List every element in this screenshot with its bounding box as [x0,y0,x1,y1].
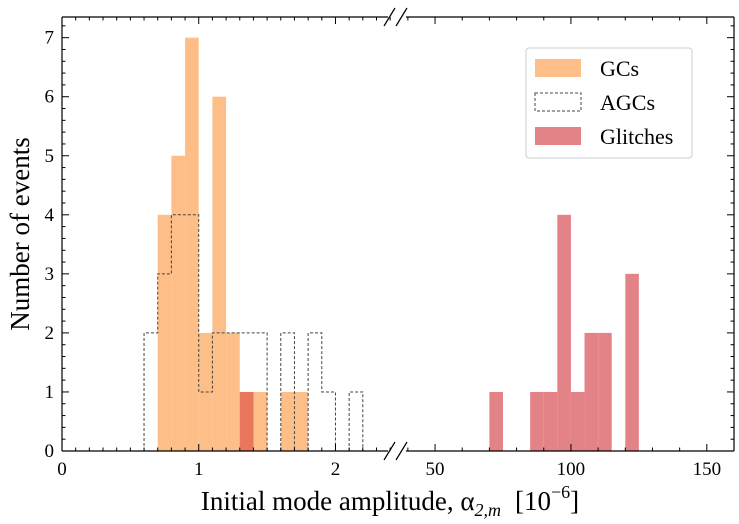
y-tick-label: 1 [45,382,55,403]
legend-label-glitches: Glitches [600,124,673,149]
break-slash [383,7,396,27]
legend-label-gcs: GCs [600,56,639,81]
glitches-bar [530,391,544,451]
glitches-bar [598,332,612,451]
gcs-bar [171,155,186,451]
x-tick-label: 150 [693,459,722,480]
gcs-bar [198,332,213,451]
break-slash [383,441,396,461]
gcs-bar [157,214,172,451]
legend-label-agcs: AGCs [600,90,655,115]
glitches-bar [584,332,599,451]
gcs-bar [253,391,268,451]
y-tick-label: 0 [45,441,55,462]
glitches-bar [543,391,558,451]
legend: GCs AGCs Glitches [525,47,693,159]
x-tick-label: 50 [426,459,445,480]
agcs-step-outline [307,332,336,451]
y-tick-label: 6 [45,87,55,108]
x-tick-label: 2 [331,459,341,480]
axis-ticks: 0 1 2 3 4 5 6 7 0 1 2 50 100 150 [45,17,735,480]
y-tick-label: 4 [45,205,55,226]
y-tick-label: 2 [45,323,55,344]
legend-swatch-gcs [535,59,581,77]
y-tick-label: 7 [45,28,55,49]
glitches-bar [239,391,254,451]
gcs-bar [212,96,227,451]
gcs-bar [280,391,295,451]
glitches-bar [570,391,585,451]
x-tick-label: 0 [57,459,67,480]
break-slash [395,441,408,461]
x-tick-label: 100 [557,459,586,480]
x-tick-label: 1 [194,459,204,480]
gcs-bar [294,391,309,451]
y-tick-label: 5 [45,146,55,167]
right-panel-bars [489,214,639,451]
gcs-bar [226,332,240,451]
y-axis-title: Number of events [5,137,35,330]
y-tick-label: 3 [45,264,55,285]
x-axis-title: Initial mode amplitude, α2,m [10−6] [201,482,579,520]
agcs-step-outline [348,391,364,451]
glitches-bar [489,391,503,451]
gcs-bar [185,37,199,451]
legend-swatch-agcs [534,92,582,112]
glitches-bar [557,214,571,451]
break-slash [395,7,408,27]
glitches-bar [625,273,639,451]
agcs-step-outline [280,332,295,451]
agcs-step-outline [143,214,268,451]
axis-break-marks [383,7,408,461]
legend-swatch-glitches [535,127,581,145]
left-panel-bars [143,37,364,451]
